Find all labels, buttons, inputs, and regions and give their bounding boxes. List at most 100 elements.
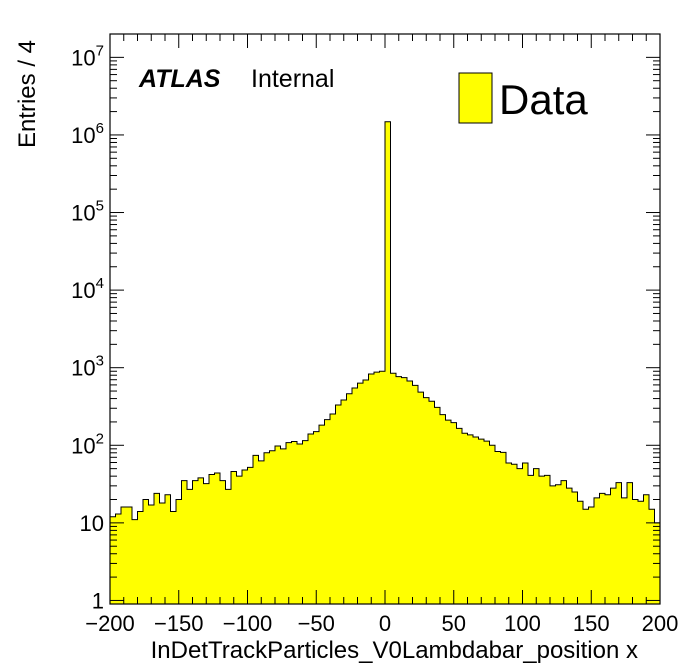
histogram-bar (517, 468, 523, 604)
histogram-bar (374, 372, 380, 604)
histogram-bar (280, 448, 287, 604)
histogram-bar (561, 480, 567, 604)
histogram-bar (302, 440, 309, 604)
histogram-bar (159, 503, 166, 604)
histogram-bar (291, 441, 298, 604)
histogram-bar (132, 519, 138, 604)
histogram-bar (236, 476, 243, 604)
histogram-bar (209, 474, 215, 604)
histogram-bar (247, 467, 254, 604)
histogram-bar (390, 373, 397, 604)
histogram-bar (407, 380, 413, 604)
y-tick-label: 103 (71, 353, 104, 381)
x-axis-ticks (109, 34, 661, 604)
histogram-bar (297, 443, 303, 604)
y-tick-label: 106 (71, 120, 104, 148)
histogram-bar (401, 377, 408, 604)
histogram-bar (418, 392, 424, 604)
histogram-bar (253, 455, 259, 604)
histogram-bar (269, 450, 276, 604)
histogram-bar (264, 452, 270, 604)
histogram-bar (445, 420, 452, 604)
histogram-bar (577, 501, 584, 604)
histogram-bar (588, 507, 595, 604)
histogram-bar (203, 483, 210, 604)
histogram-bar (225, 489, 232, 604)
histogram-bar (385, 121, 391, 604)
histogram-bar (500, 452, 507, 604)
histogram-bar (412, 385, 419, 604)
histogram-bar (176, 499, 182, 604)
y-tick-label: 104 (71, 275, 104, 303)
histogram-bar (187, 489, 193, 604)
histogram-bar (550, 485, 556, 604)
histogram-bar (489, 445, 496, 604)
histogram-bar (456, 428, 463, 604)
histogram-bar (649, 509, 655, 604)
histogram-bar (170, 511, 177, 604)
histogram-bar (308, 433, 314, 604)
histogram-bar (242, 470, 248, 604)
histogram-bar (198, 477, 204, 604)
histogram-bar (319, 425, 325, 604)
legend-label-data: Data (499, 76, 588, 123)
histogram-bar (621, 497, 628, 604)
x-axis-title: InDetTrackParticles_V0Lambdabar_position… (151, 637, 638, 664)
histogram-outline (109, 121, 661, 604)
histogram-bar (638, 501, 644, 604)
x-tick-label: 50 (442, 611, 466, 636)
histogram-bar (324, 419, 331, 604)
histogram-bars (109, 121, 661, 604)
histogram-bar (286, 442, 292, 604)
y-tick-label: 105 (71, 198, 104, 226)
histogram-bar (220, 480, 226, 604)
histogram-bar (605, 494, 611, 604)
histogram-bar (368, 374, 375, 604)
x-tick-label: −200 (85, 611, 135, 636)
x-tick-label: 150 (573, 611, 610, 636)
histogram-bar (143, 499, 149, 604)
histogram-bar (335, 405, 342, 604)
histogram-bar (632, 499, 639, 604)
histogram-bar (379, 371, 386, 604)
y-axis-ticks (110, 33, 660, 601)
histogram-bar (275, 445, 281, 604)
x-tick-label: 0 (379, 611, 391, 636)
histogram-bar (341, 399, 347, 604)
y-tick-label: 107 (71, 42, 104, 70)
y-tick-label: 1 (92, 588, 104, 613)
x-tick-label: −150 (154, 611, 204, 636)
histogram-bar (610, 488, 617, 604)
legend-swatch-data (458, 72, 493, 124)
histogram-bar (616, 482, 622, 604)
histogram-bar (396, 376, 402, 604)
histogram-bar (533, 468, 540, 604)
histogram-bar (434, 407, 441, 604)
histogram-bar (363, 380, 369, 604)
histogram-bar (440, 414, 446, 604)
histogram-bar (330, 414, 336, 604)
y-axis-title: Entries / 4 (14, 40, 41, 148)
histogram-bar (473, 436, 479, 604)
histogram-bar (506, 463, 512, 604)
histogram-bar (451, 422, 457, 604)
histogram-bar (599, 493, 606, 604)
histogram-bar (539, 476, 545, 604)
legend: Data (458, 72, 588, 124)
histogram-bar (423, 397, 430, 604)
histogram-bar (165, 494, 171, 604)
histogram-bar (126, 507, 133, 604)
x-tick-label: −100 (223, 611, 273, 636)
histogram-bar (121, 507, 127, 604)
atlas-label: ATLAS (138, 65, 221, 93)
histogram-bar (643, 494, 650, 604)
histogram-bar (594, 497, 600, 604)
histogram-bar (583, 509, 589, 604)
y-tick-label: 10 (80, 511, 104, 536)
histogram-bar (544, 475, 551, 604)
histogram-bar (462, 433, 468, 604)
y-axis-tick-labels: 1 10 102 103 104 105 106 107 (71, 42, 104, 613)
histogram-bar (478, 439, 485, 604)
histogram-bar (566, 488, 573, 604)
